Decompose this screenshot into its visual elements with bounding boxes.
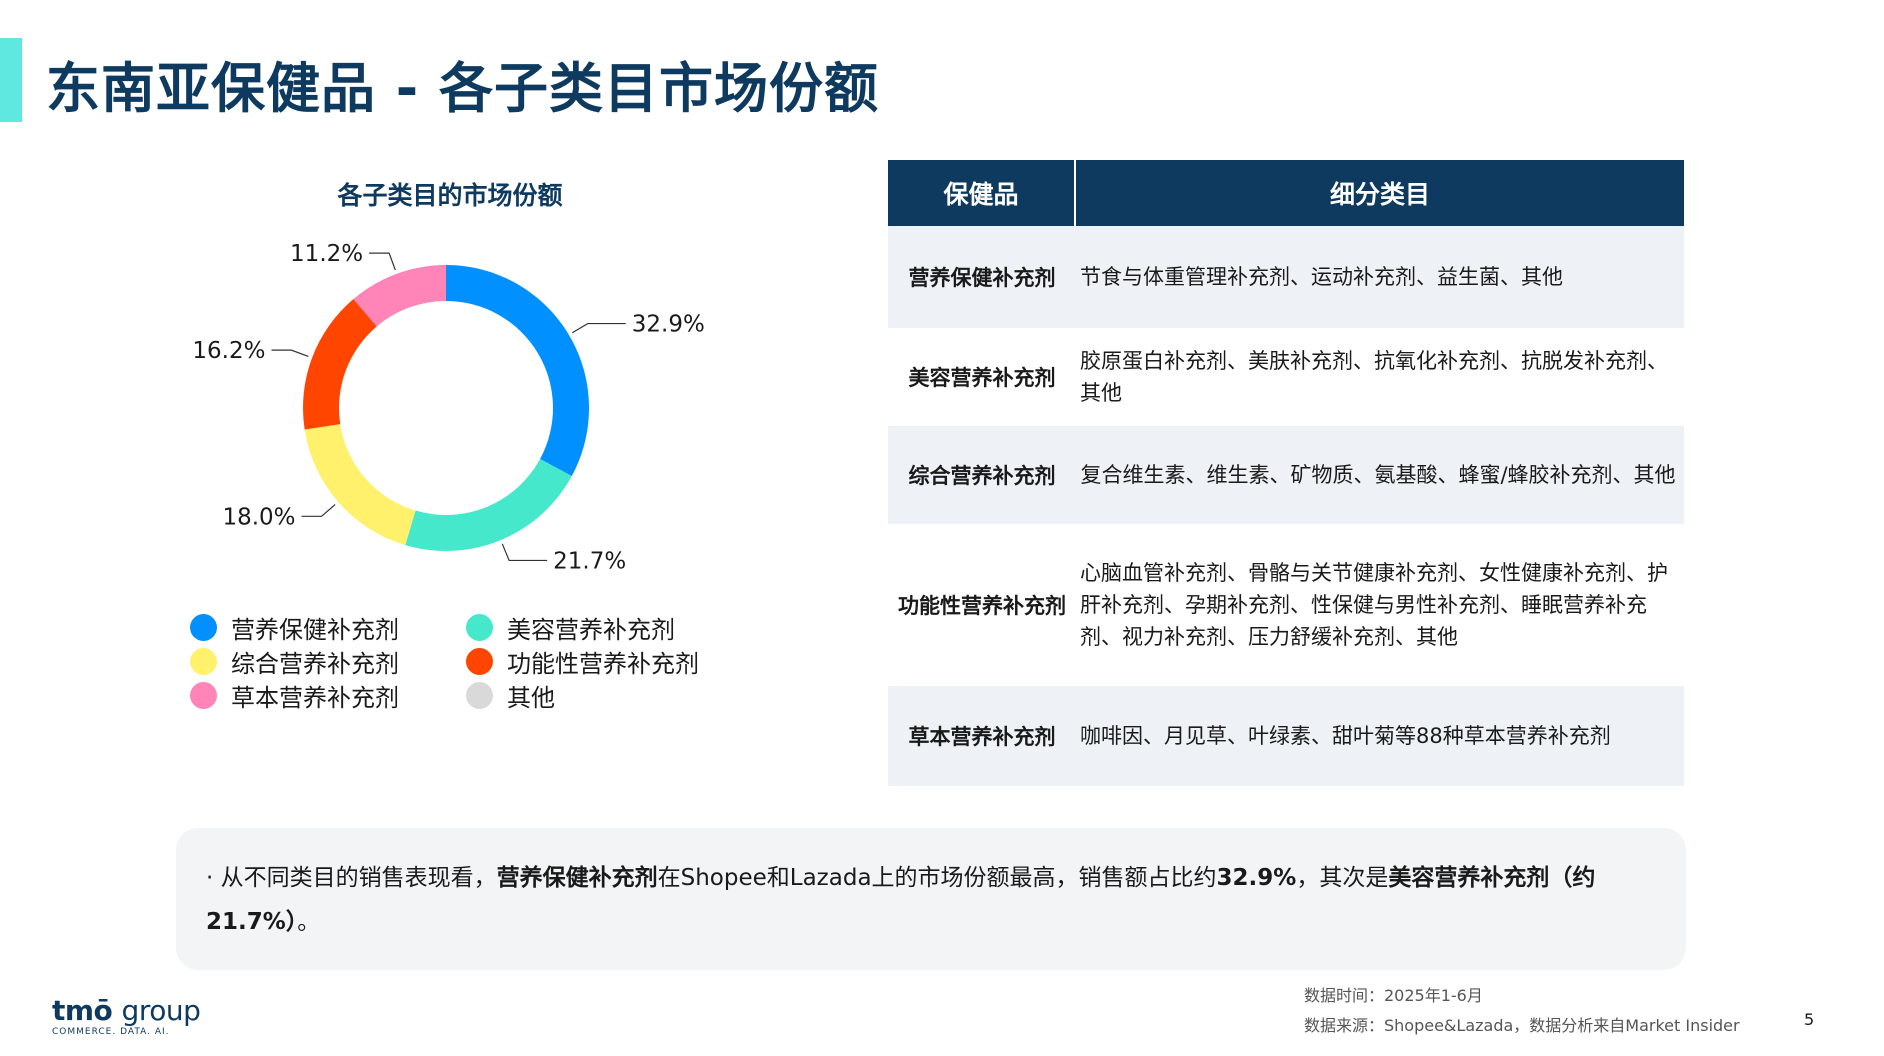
summary-text: · 从不同类目的销售表现看，营养保健补充剂在Shopee和Lazada上的市场份…	[206, 856, 1606, 944]
data-label-beauty: 21.7%	[553, 548, 626, 574]
legend-label: 美容营养补充剂	[507, 616, 675, 644]
legend-dot	[466, 614, 493, 641]
legend-label: 其他	[507, 684, 555, 712]
data-label-nutrition: 32.9%	[632, 312, 705, 338]
table-row: 营养保健补充剂 节食与体重管理补充剂、运动补充剂、益生菌、其他	[888, 226, 1684, 328]
table-header: 保健品 细分类目	[888, 160, 1684, 226]
page-number: 5	[1804, 1010, 1815, 1029]
chart-title: 各子类目的市场份额	[337, 181, 563, 210]
header-cell-subcategory: 细分类目	[1329, 180, 1430, 209]
title-accent-bar	[0, 38, 22, 122]
page-title: 东南亚保健品 - 各子类目市场份额	[46, 57, 880, 120]
logo-tagline: COMMERCE. DATA. AI.	[52, 1027, 170, 1037]
summary-part: ，其次是	[1296, 865, 1389, 891]
summary-part: 从不同类目的销售表现看，	[220, 865, 497, 891]
data-label-functional: 16.2%	[192, 338, 265, 364]
leader-line-multi	[301, 504, 336, 517]
leader-line-functional	[271, 349, 309, 358]
leader-line-nutrition	[571, 322, 626, 334]
summary-highlight: 32.9%	[1216, 865, 1297, 891]
table-row: 功能性营养补充剂 心脑血管补充剂、骨骼与关节健康补充剂、女性健康补充剂、护肝补充…	[888, 524, 1684, 686]
table-row: 综合营养补充剂 复合维生素、维生素、矿物质、氨基酸、蜂蜜/蜂胶补充剂、其他	[888, 426, 1684, 524]
legend-dot	[466, 682, 493, 709]
row-category: 功能性营养补充剂	[898, 594, 1066, 618]
donut-slice-multi	[304, 424, 416, 546]
data-source-note: 数据来源：Shopee&Lazada，数据分析来自Market Insider	[1304, 1016, 1740, 1035]
logo-wordmark: tmō group	[52, 994, 201, 1027]
summary-bullet: ·	[206, 865, 214, 891]
summary-part: 在Shopee和Lazada上的市场份额最高，销售额占比约	[657, 865, 1217, 891]
legend-label: 草本营养补充剂	[231, 684, 399, 712]
summary-box: · 从不同类目的销售表现看，营养保健补充剂在Shopee和Lazada上的市场份…	[176, 828, 1686, 970]
row-items: 复合维生素、维生素、矿物质、氨基酸、蜂蜜/蜂胶补充剂、其他	[1080, 463, 1676, 487]
legend-item-beauty: 美容营养补充剂	[466, 610, 675, 645]
header-cell-category: 保健品	[888, 160, 1076, 226]
row-category: 综合营养补充剂	[908, 464, 1056, 488]
legend-label: 综合营养补充剂	[231, 650, 399, 678]
summary-highlight: 美容营养补充剂（约21.7%）	[206, 865, 1596, 935]
legend-item-multi: 综合营养补充剂	[190, 644, 399, 679]
row-items: 节食与体重管理补充剂、运动补充剂、益生菌、其他	[1080, 265, 1563, 289]
row-category: 草本营养补充剂	[908, 725, 1056, 749]
tmo-group-logo: tmō group COMMERCE. DATA. AI.	[52, 994, 201, 1037]
row-category: 美容营养补充剂	[908, 366, 1056, 390]
data-label-herbal: 11.2%	[290, 241, 363, 267]
legend-label: 营养保健补充剂	[231, 616, 399, 644]
leader-line-herbal	[369, 252, 396, 271]
summary-part: 。	[297, 909, 321, 935]
legend-dot	[466, 648, 493, 675]
legend-dot	[190, 682, 217, 709]
legend-item-other: 其他	[466, 678, 555, 713]
leader-line-beauty	[501, 543, 548, 562]
logo-group: group	[121, 994, 201, 1027]
legend-item-nutrition: 营养保健补充剂	[190, 610, 399, 645]
row-items: 胶原蛋白补充剂、美肤补充剂、抗氧化补充剂、抗脱发补充剂、其他	[1080, 349, 1668, 405]
logo-tmo: tmō	[52, 994, 113, 1027]
donut-slice-nutrition	[446, 265, 589, 477]
table-row: 美容营养补充剂 胶原蛋白补充剂、美肤补充剂、抗氧化补充剂、抗脱发补充剂、其他	[888, 328, 1684, 426]
category-table: 保健品 细分类目 营养保健补充剂 节食与体重管理补充剂、运动补充剂、益生菌、其他…	[888, 160, 1684, 786]
legend-dot	[190, 648, 217, 675]
table-row: 草本营养补充剂 咖啡因、月见草、叶绿素、甜叶菊等88种草本营养补充剂	[888, 686, 1684, 786]
summary-highlight: 营养保健补充剂	[496, 865, 658, 891]
legend-dot	[190, 614, 217, 641]
legend-label: 功能性营养补充剂	[507, 650, 699, 678]
row-category: 营养保健补充剂	[908, 266, 1056, 290]
donut-slice-functional	[303, 298, 377, 430]
donut-chart: 32.9% 21.7% 18.0% 16.2% 11.2%	[192, 241, 705, 574]
donut-slice-herbal	[353, 265, 446, 327]
legend-item-functional: 功能性营养补充剂	[466, 644, 699, 679]
data-time-note: 数据时间：2025年1-6月	[1304, 986, 1483, 1005]
data-label-multi: 18.0%	[222, 504, 295, 530]
donut-slice-beauty	[405, 458, 572, 551]
row-items: 心脑血管补充剂、骨骼与关节健康补充剂、女性健康补充剂、护肝补充剂、孕期补充剂、性…	[1080, 561, 1668, 649]
row-items: 咖啡因、月见草、叶绿素、甜叶菊等88种草本营养补充剂	[1080, 724, 1611, 748]
legend-item-herbal: 草本营养补充剂	[190, 678, 399, 713]
